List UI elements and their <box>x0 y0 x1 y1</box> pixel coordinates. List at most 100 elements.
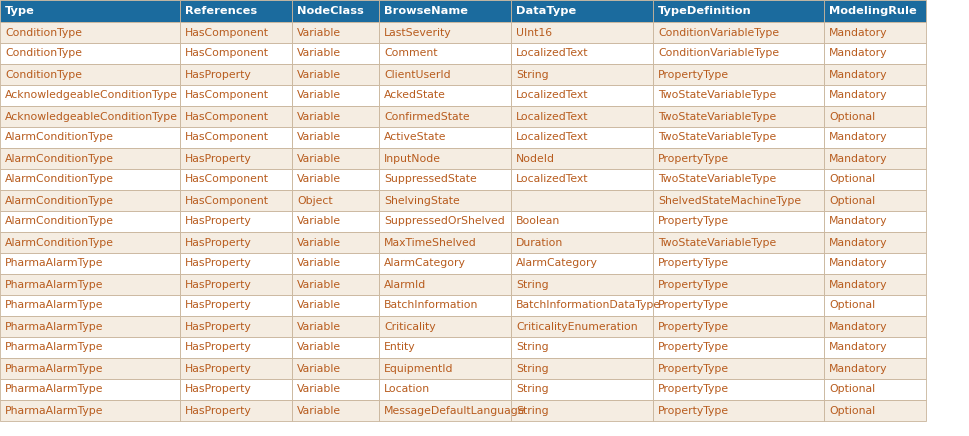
Bar <box>0 295 180 316</box>
Text: EquipmentId: EquipmentId <box>384 364 453 374</box>
Bar <box>652 400 823 421</box>
Bar <box>652 295 823 316</box>
Text: AckedState: AckedState <box>384 91 446 101</box>
Text: PropertyType: PropertyType <box>657 385 729 395</box>
Bar <box>180 379 292 400</box>
Text: ShelvingState: ShelvingState <box>384 195 459 205</box>
Text: Variable: Variable <box>297 133 341 143</box>
Bar <box>292 253 379 274</box>
Bar <box>511 400 652 421</box>
Bar <box>652 232 823 253</box>
Text: HasProperty: HasProperty <box>185 321 252 331</box>
Bar <box>823 211 925 232</box>
Bar <box>292 379 379 400</box>
Text: Mandatory: Mandatory <box>828 279 887 290</box>
Text: HasComponent: HasComponent <box>185 112 268 122</box>
Text: String: String <box>516 69 548 79</box>
Bar <box>511 0 652 22</box>
Bar <box>379 106 511 127</box>
Bar <box>379 190 511 211</box>
Text: Variable: Variable <box>297 27 341 37</box>
Text: HasProperty: HasProperty <box>185 385 252 395</box>
Bar <box>379 274 511 295</box>
Text: Comment: Comment <box>384 48 437 58</box>
Bar <box>379 316 511 337</box>
Text: Variable: Variable <box>297 153 341 164</box>
Text: AlarmConditionType: AlarmConditionType <box>5 133 114 143</box>
Bar <box>379 22 511 43</box>
Text: PropertyType: PropertyType <box>657 153 729 164</box>
Bar <box>823 106 925 127</box>
Bar <box>379 358 511 379</box>
Bar <box>379 253 511 274</box>
Text: ConditionVariableType: ConditionVariableType <box>657 48 778 58</box>
Bar <box>823 253 925 274</box>
Text: HasProperty: HasProperty <box>185 69 252 79</box>
Bar <box>292 127 379 148</box>
Bar <box>823 379 925 400</box>
Text: Boolean: Boolean <box>516 217 560 226</box>
Bar <box>180 337 292 358</box>
Bar <box>823 0 925 22</box>
Bar <box>180 358 292 379</box>
Bar <box>292 337 379 358</box>
Text: Mandatory: Mandatory <box>828 91 887 101</box>
Text: Variable: Variable <box>297 259 341 269</box>
Text: Variable: Variable <box>297 91 341 101</box>
Text: String: String <box>516 364 548 374</box>
Text: TypeDefinition: TypeDefinition <box>657 6 751 16</box>
Bar <box>652 64 823 85</box>
Bar <box>0 106 180 127</box>
Text: InputNode: InputNode <box>384 153 441 164</box>
Bar <box>180 274 292 295</box>
Bar <box>379 379 511 400</box>
Text: AlarmConditionType: AlarmConditionType <box>5 174 114 184</box>
Bar <box>823 400 925 421</box>
Text: Duration: Duration <box>516 238 563 248</box>
Bar <box>292 106 379 127</box>
Bar <box>511 169 652 190</box>
Bar <box>0 400 180 421</box>
Text: BatchInformation: BatchInformation <box>384 300 478 310</box>
Text: HasProperty: HasProperty <box>185 405 252 416</box>
Text: AcknowledgeableConditionType: AcknowledgeableConditionType <box>5 112 178 122</box>
Text: Mandatory: Mandatory <box>828 238 887 248</box>
Text: Mandatory: Mandatory <box>828 321 887 331</box>
Text: ConditionType: ConditionType <box>5 69 82 79</box>
Bar <box>180 232 292 253</box>
Text: String: String <box>516 405 548 416</box>
Text: String: String <box>516 385 548 395</box>
Bar <box>511 64 652 85</box>
Bar <box>0 22 180 43</box>
Text: Variable: Variable <box>297 69 341 79</box>
Bar <box>652 43 823 64</box>
Bar <box>652 85 823 106</box>
Bar <box>292 169 379 190</box>
Text: PropertyType: PropertyType <box>657 279 729 290</box>
Bar <box>511 190 652 211</box>
Text: Variable: Variable <box>297 174 341 184</box>
Text: Mandatory: Mandatory <box>828 343 887 352</box>
Bar <box>652 190 823 211</box>
Bar <box>823 190 925 211</box>
Bar <box>0 43 180 64</box>
Bar <box>180 43 292 64</box>
Bar <box>823 337 925 358</box>
Bar <box>652 0 823 22</box>
Bar <box>511 43 652 64</box>
Bar <box>0 64 180 85</box>
Bar <box>511 232 652 253</box>
Bar <box>823 85 925 106</box>
Bar <box>652 337 823 358</box>
Bar <box>0 358 180 379</box>
Bar <box>0 232 180 253</box>
Bar <box>0 274 180 295</box>
Text: PropertyType: PropertyType <box>657 321 729 331</box>
Text: PropertyType: PropertyType <box>657 217 729 226</box>
Bar <box>511 211 652 232</box>
Bar <box>180 190 292 211</box>
Text: Variable: Variable <box>297 279 341 290</box>
Text: Variable: Variable <box>297 48 341 58</box>
Bar <box>652 316 823 337</box>
Bar <box>379 85 511 106</box>
